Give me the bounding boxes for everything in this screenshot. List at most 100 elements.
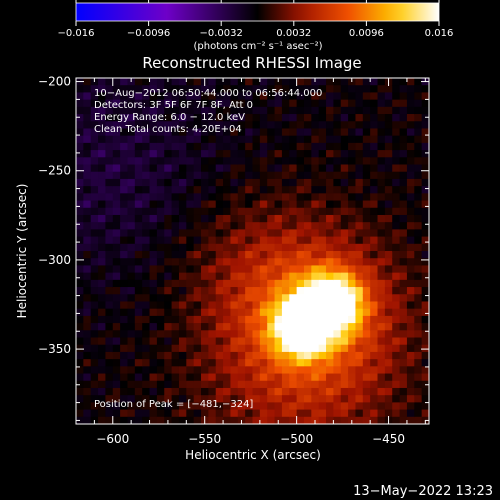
- heatmap-cell: [142, 186, 151, 194]
- heatmap-cell: [105, 243, 114, 252]
- heatmap-cell: [318, 258, 327, 267]
- heatmap-cell: [208, 200, 217, 209]
- info-line: 10−Aug−2012 06:50:44.000 to 06:56:44.000: [94, 88, 322, 99]
- heatmap-cell: [245, 301, 254, 310]
- heatmap-cell: [208, 258, 217, 267]
- heatmap-cell: [252, 243, 261, 252]
- heatmap-cell: [230, 251, 239, 259]
- heatmap-cell: [392, 337, 401, 346]
- heatmap-cell: [252, 402, 261, 411]
- heatmap-cell: [112, 330, 121, 339]
- heatmap-cell: [127, 380, 136, 389]
- heatmap-cell: [186, 366, 195, 375]
- heatmap-cell: [156, 395, 165, 403]
- heatmap-cell: [259, 380, 268, 389]
- heatmap-cell: [326, 150, 334, 158]
- heatmap-cell: [223, 236, 232, 245]
- heatmap-cell: [83, 207, 92, 216]
- heatmap-cell: [142, 99, 151, 108]
- heatmap-cell: [215, 301, 224, 310]
- heatmap-cell: [267, 366, 276, 375]
- heatmap-cell: [274, 186, 283, 194]
- heatmap-cell: [355, 99, 364, 108]
- heatmap-cell: [370, 308, 379, 317]
- heatmap-cell: [76, 186, 84, 194]
- heatmap-cell: [348, 150, 357, 158]
- heatmap-cell: [245, 272, 254, 281]
- heatmap-cell: [340, 135, 349, 144]
- heatmap-cell: [252, 128, 261, 137]
- heatmap-cell: [149, 114, 158, 122]
- heatmap-cell: [326, 373, 334, 382]
- heatmap-cell: [414, 301, 423, 310]
- heatmap-cell: [421, 308, 429, 317]
- heatmap-cell: [134, 373, 143, 382]
- heatmap-cell: [399, 164, 408, 173]
- heatmap-cell: [149, 359, 158, 367]
- heatmap-cell: [421, 207, 429, 216]
- heatmap-cell: [399, 416, 408, 424]
- heatmap-cell: [142, 106, 151, 115]
- heatmap-cell: [245, 294, 254, 303]
- heatmap-cell: [98, 251, 107, 259]
- heatmap-cell: [112, 301, 121, 310]
- heatmap-cell: [289, 135, 298, 144]
- heatmap-cell: [252, 258, 261, 267]
- heatmap-cell: [362, 200, 371, 209]
- heatmap-cell: [201, 395, 209, 403]
- heatmap-cell: [171, 200, 180, 209]
- heatmap-cell: [274, 330, 283, 339]
- heatmap-cell: [333, 359, 342, 367]
- heatmap-cell: [259, 128, 268, 137]
- heatmap-cell: [149, 402, 158, 411]
- heatmap-cell: [362, 236, 371, 245]
- heatmap-cell: [414, 294, 423, 303]
- heatmap-cell: [223, 114, 232, 122]
- heatmap-cell: [186, 128, 195, 137]
- info-line: Energy Range: 6.0 − 12.0 keV: [94, 112, 245, 123]
- heatmap-cell: [142, 409, 151, 418]
- heatmap-cell: [245, 229, 254, 238]
- heatmap-cell: [76, 308, 84, 317]
- heatmap-cell: [186, 78, 195, 86]
- heatmap-cell: [281, 178, 290, 187]
- heatmap-cell: [120, 214, 129, 223]
- heatmap-cell: [230, 359, 239, 367]
- heatmap-cell: [83, 330, 92, 339]
- heatmap-cell: [127, 214, 136, 223]
- heatmap-cell: [215, 344, 224, 353]
- heatmap-cell: [289, 315, 298, 324]
- heatmap-cell: [333, 106, 342, 115]
- heatmap-cell: [384, 344, 393, 353]
- heatmap-cell: [105, 236, 114, 245]
- heatmap-cell: [289, 222, 298, 230]
- heatmap-cell: [201, 236, 209, 245]
- heatmap-cell: [340, 265, 349, 274]
- heatmap-cell: [105, 128, 114, 137]
- heatmap-cell: [355, 366, 364, 375]
- heatmap-cell: [164, 135, 173, 144]
- heatmap-cell: [281, 85, 290, 94]
- heatmap-cell: [105, 359, 114, 367]
- heatmap-cell: [384, 222, 393, 230]
- heatmap-cell: [215, 236, 224, 245]
- heatmap-cell: [414, 359, 423, 367]
- heatmap-cell: [267, 114, 276, 122]
- heatmap-cell: [340, 416, 349, 424]
- heatmap-cell: [90, 265, 99, 274]
- heatmap-cell: [406, 229, 415, 238]
- heatmap-cell: [164, 150, 173, 158]
- heatmap-cell: [90, 258, 99, 267]
- heatmap-cell: [215, 409, 224, 418]
- heatmap-cell: [90, 287, 99, 295]
- heatmap-cell: [223, 323, 232, 331]
- heatmap-cell: [377, 214, 386, 223]
- heatmap-cell: [193, 409, 202, 418]
- heatmap-cell: [326, 106, 334, 115]
- heatmap-cell: [193, 416, 202, 424]
- heatmap-cell: [259, 200, 268, 209]
- heatmap-cell: [245, 214, 254, 223]
- heatmap-cell: [83, 323, 92, 331]
- heatmap-cell: [127, 301, 136, 310]
- heatmap-cell: [230, 142, 239, 151]
